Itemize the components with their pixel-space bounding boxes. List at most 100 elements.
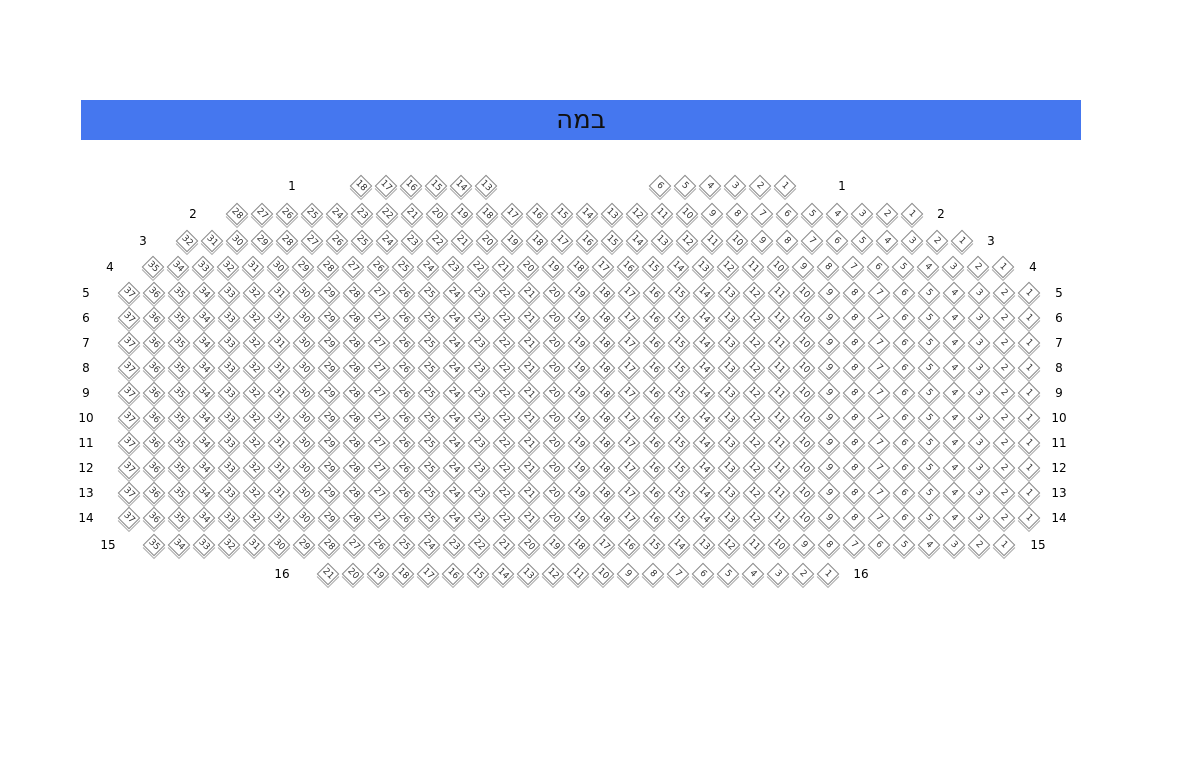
seat-row-8-25[interactable]: 25 [417, 356, 441, 380]
seat-row-9-7[interactable]: 7 [867, 381, 891, 405]
seat-row-14-10[interactable]: 10 [792, 506, 816, 530]
seat-row-11-5[interactable]: 5 [917, 431, 941, 455]
seat-row-4-15[interactable]: 15 [641, 255, 665, 279]
seat-row-9-11[interactable]: 11 [767, 381, 791, 405]
seat-row-11-9[interactable]: 9 [817, 431, 841, 455]
seat-row-12-9[interactable]: 9 [817, 456, 841, 480]
seat-row-11-11[interactable]: 11 [767, 431, 791, 455]
seat-row-12-1[interactable]: 1 [1017, 456, 1041, 480]
seat-row-16-20[interactable]: 20 [341, 562, 365, 586]
seat-row-13-10[interactable]: 10 [792, 481, 816, 505]
seat-row-7-22[interactable]: 22 [492, 331, 516, 355]
seat-row-11-17[interactable]: 17 [617, 431, 641, 455]
seat-row-3-4[interactable]: 4 [875, 229, 899, 253]
seat-row-9-13[interactable]: 13 [717, 381, 741, 405]
seat-row-11-7[interactable]: 7 [867, 431, 891, 455]
seat-row-7-21[interactable]: 21 [517, 331, 541, 355]
seat-row-12-8[interactable]: 8 [842, 456, 866, 480]
seat-row-4-24[interactable]: 24 [416, 255, 440, 279]
seat-row-15-11[interactable]: 11 [742, 533, 766, 557]
seat-row-14-33[interactable]: 33 [217, 506, 241, 530]
seat-row-9-15[interactable]: 15 [667, 381, 691, 405]
seat-row-10-1[interactable]: 1 [1017, 406, 1041, 430]
seat-row-3-11[interactable]: 11 [700, 229, 724, 253]
seat-row-3-5[interactable]: 5 [850, 229, 874, 253]
seat-row-12-27[interactable]: 27 [367, 456, 391, 480]
seat-row-5-28[interactable]: 28 [342, 281, 366, 305]
seat-row-2-25[interactable]: 25 [300, 202, 324, 226]
seat-row-10-26[interactable]: 26 [392, 406, 416, 430]
seat-row-7-25[interactable]: 25 [417, 331, 441, 355]
seat-row-9-21[interactable]: 21 [517, 381, 541, 405]
seat-row-5-9[interactable]: 9 [817, 281, 841, 305]
seat-row-16-19[interactable]: 19 [366, 562, 390, 586]
seat-row-14-1[interactable]: 1 [1017, 506, 1041, 530]
seat-row-7-33[interactable]: 33 [217, 331, 241, 355]
seat-row-6-3[interactable]: 3 [967, 306, 991, 330]
seat-row-8-26[interactable]: 26 [392, 356, 416, 380]
seat-row-7-20[interactable]: 20 [542, 331, 566, 355]
seat-row-2-7[interactable]: 7 [750, 202, 774, 226]
seat-row-3-32[interactable]: 32 [175, 229, 199, 253]
seat-row-1-16[interactable]: 16 [399, 174, 423, 198]
seat-row-10-19[interactable]: 19 [567, 406, 591, 430]
seat-row-5-19[interactable]: 19 [567, 281, 591, 305]
seat-row-10-8[interactable]: 8 [842, 406, 866, 430]
seat-row-14-4[interactable]: 4 [942, 506, 966, 530]
seat-row-10-32[interactable]: 32 [242, 406, 266, 430]
seat-row-7-37[interactable]: 37 [117, 331, 141, 355]
seat-row-6-36[interactable]: 36 [142, 306, 166, 330]
seat-row-8-9[interactable]: 9 [817, 356, 841, 380]
seat-row-8-37[interactable]: 37 [117, 356, 141, 380]
seat-row-10-11[interactable]: 11 [767, 406, 791, 430]
seat-row-2-19[interactable]: 19 [450, 202, 474, 226]
seat-row-7-10[interactable]: 10 [792, 331, 816, 355]
seat-row-10-24[interactable]: 24 [442, 406, 466, 430]
seat-row-2-24[interactable]: 24 [325, 202, 349, 226]
seat-row-7-2[interactable]: 2 [992, 331, 1016, 355]
seat-row-11-25[interactable]: 25 [417, 431, 441, 455]
seat-row-5-23[interactable]: 23 [467, 281, 491, 305]
seat-row-15-33[interactable]: 33 [192, 533, 216, 557]
seat-row-12-26[interactable]: 26 [392, 456, 416, 480]
seat-row-13-5[interactable]: 5 [917, 481, 941, 505]
seat-row-12-32[interactable]: 32 [242, 456, 266, 480]
seat-row-13-6[interactable]: 6 [892, 481, 916, 505]
seat-row-14-15[interactable]: 15 [667, 506, 691, 530]
seat-row-2-23[interactable]: 23 [350, 202, 374, 226]
seat-row-14-7[interactable]: 7 [867, 506, 891, 530]
seat-row-1-4[interactable]: 4 [698, 174, 722, 198]
seat-row-11-19[interactable]: 19 [567, 431, 591, 455]
seat-row-6-30[interactable]: 30 [292, 306, 316, 330]
seat-row-15-7[interactable]: 7 [842, 533, 866, 557]
seat-row-16-17[interactable]: 17 [416, 562, 440, 586]
seat-row-6-9[interactable]: 9 [817, 306, 841, 330]
seat-row-11-31[interactable]: 31 [267, 431, 291, 455]
seat-row-13-17[interactable]: 17 [617, 481, 641, 505]
seat-row-4-21[interactable]: 21 [491, 255, 515, 279]
seat-row-6-14[interactable]: 14 [692, 306, 716, 330]
seat-row-8-2[interactable]: 2 [992, 356, 1016, 380]
seat-row-4-14[interactable]: 14 [666, 255, 690, 279]
seat-row-2-16[interactable]: 16 [525, 202, 549, 226]
seat-row-3-9[interactable]: 9 [750, 229, 774, 253]
seat-row-6-2[interactable]: 2 [992, 306, 1016, 330]
seat-row-5-34[interactable]: 34 [192, 281, 216, 305]
seat-row-11-27[interactable]: 27 [367, 431, 391, 455]
seat-row-4-35[interactable]: 35 [141, 255, 165, 279]
seat-row-7-3[interactable]: 3 [967, 331, 991, 355]
seat-row-7-31[interactable]: 31 [267, 331, 291, 355]
seat-row-3-13[interactable]: 13 [650, 229, 674, 253]
seat-row-6-4[interactable]: 4 [942, 306, 966, 330]
seat-row-11-28[interactable]: 28 [342, 431, 366, 455]
seat-row-3-7[interactable]: 7 [800, 229, 824, 253]
seat-row-13-16[interactable]: 16 [642, 481, 666, 505]
seat-row-5-11[interactable]: 11 [767, 281, 791, 305]
seat-row-5-30[interactable]: 30 [292, 281, 316, 305]
seat-row-3-23[interactable]: 23 [400, 229, 424, 253]
seat-row-12-7[interactable]: 7 [867, 456, 891, 480]
seat-row-15-16[interactable]: 16 [617, 533, 641, 557]
seat-row-13-15[interactable]: 15 [667, 481, 691, 505]
seat-row-15-13[interactable]: 13 [692, 533, 716, 557]
seat-row-10-18[interactable]: 18 [592, 406, 616, 430]
